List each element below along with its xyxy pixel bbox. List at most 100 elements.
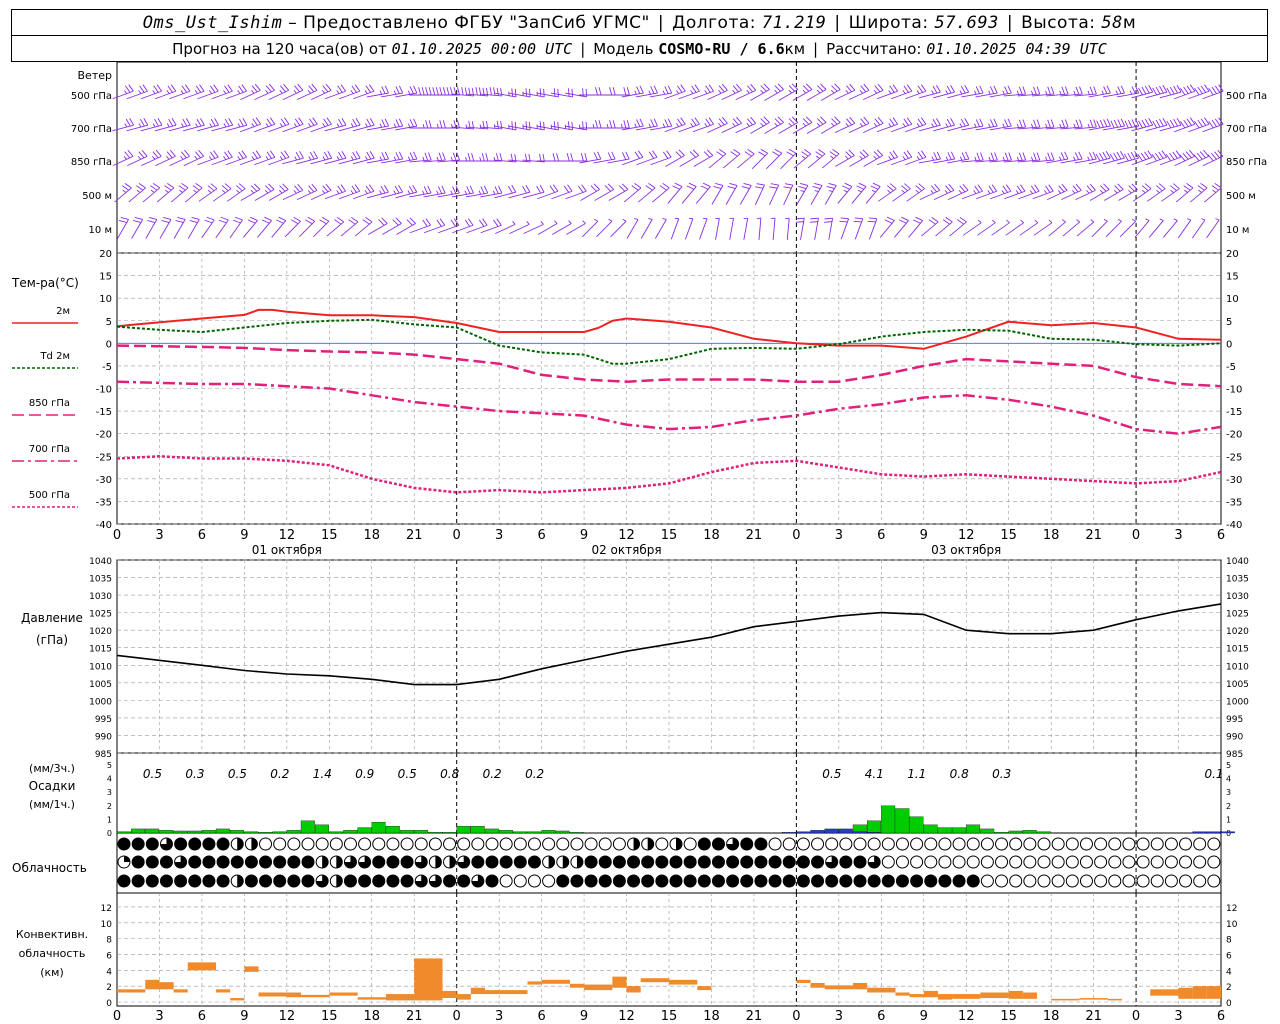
cloud-cover-icon — [556, 855, 570, 869]
wind-barb-feather — [209, 151, 216, 159]
wind-barb-feather — [394, 185, 400, 194]
wind-barb-feather — [511, 184, 517, 193]
wind-barb-feather — [1134, 150, 1139, 159]
temp-ytick-left: 15 — [99, 272, 112, 283]
cloud-cover-icon — [655, 874, 669, 888]
cloud-circle — [1136, 837, 1150, 851]
cloud-cover-icon — [174, 855, 188, 869]
wind-barb-feather — [1141, 86, 1147, 95]
wind-barb-feather — [977, 219, 982, 224]
cloud-fill-full — [132, 856, 145, 868]
wind-barb-feather — [988, 123, 991, 128]
wind-barb — [977, 222, 996, 236]
wind-barb-feather — [369, 117, 375, 126]
cloud-cover-icon — [910, 874, 924, 888]
pressure-line — [116, 603, 1222, 686]
wind-barb-feather — [482, 218, 488, 226]
wind-barb-feather — [932, 85, 938, 94]
wind-barb-feather — [442, 87, 446, 96]
wind-barb-feather — [976, 152, 981, 161]
wind-barb-feather — [1151, 154, 1158, 162]
wind-barb-feather — [618, 185, 626, 192]
conv-bar — [485, 990, 500, 995]
wind-barb-feather — [1124, 120, 1129, 129]
precip-total-label: 0.5 — [228, 767, 247, 781]
wind-barb — [552, 223, 572, 235]
cloud-cover-icon — [711, 837, 725, 851]
cloud-cover-icon — [938, 874, 952, 888]
wind-barb-feather — [691, 118, 697, 126]
cloud-cover-icon — [881, 855, 895, 869]
conv-bar — [145, 979, 160, 990]
cloud-cover-icon — [188, 837, 202, 851]
wind-barb-feather — [788, 122, 792, 127]
wind-barb-feather — [1105, 150, 1111, 159]
wind-barb-feather — [366, 151, 372, 160]
wind-barb-feather — [993, 85, 998, 94]
wind-barb-feather — [961, 152, 966, 160]
wind-barb-feather — [1072, 185, 1079, 193]
wind-barb-feather — [134, 216, 143, 220]
cloud-cover-icon — [372, 837, 386, 851]
cloud-cover-icon — [1023, 837, 1037, 851]
wind-barb-feather — [496, 87, 499, 96]
precip-bar — [951, 827, 966, 834]
wind-barb-feather — [269, 83, 275, 91]
wind-barb-feather — [666, 150, 672, 158]
wind-barb-feather — [152, 182, 160, 189]
wind-barb-feather — [1158, 151, 1164, 159]
cloud-circle — [527, 837, 541, 851]
wind-barb-feather — [746, 122, 750, 127]
conv-bar — [640, 978, 669, 983]
cloud-cover-icon — [542, 874, 556, 888]
wind-barb-feather — [705, 118, 711, 126]
wind-barb-feather — [436, 190, 439, 195]
x-tick-label-bottom: 18 — [1043, 1009, 1060, 1024]
wind-barb-feather — [522, 185, 527, 194]
wind-barb-feather — [1128, 189, 1132, 194]
wind-barb-feather — [659, 185, 667, 191]
wind-barb-feather — [721, 116, 728, 124]
wind-barb-feather — [466, 186, 471, 194]
cloud-cover-icon — [329, 855, 343, 869]
cloud-cover-icon — [343, 837, 357, 851]
wind-barb-feather — [774, 122, 778, 127]
cloud-circle — [867, 837, 881, 851]
wind-barb-feather — [845, 89, 849, 94]
cloud-cover-icon — [145, 874, 159, 888]
wind-barb-feather — [868, 217, 877, 220]
conv-bar — [1150, 989, 1179, 996]
cloud-cover-icon — [1193, 874, 1207, 888]
wind-barb-feather — [612, 87, 616, 96]
wind-barb-feather — [336, 156, 340, 161]
wind-barb-feather — [568, 220, 572, 224]
conv-bar — [357, 997, 386, 1000]
cloud-circle — [1193, 855, 1207, 869]
cloud-fill-full — [684, 856, 697, 868]
wind-barb-feather — [340, 84, 347, 92]
wind-barb-feather — [664, 119, 669, 127]
conv-bar — [923, 990, 938, 998]
cloud-fill-half — [633, 838, 640, 850]
wind-barb-feather — [915, 185, 923, 192]
cloud-circle — [428, 837, 442, 851]
wind-barb-feather — [598, 120, 602, 129]
wind-barb-feather — [771, 217, 776, 220]
wind-barb-feather — [626, 87, 630, 96]
cloud-cover-icon — [796, 855, 810, 869]
conv-bar — [626, 986, 641, 993]
cloud-fill-full — [486, 856, 498, 868]
pres-ytick-left: 1000 — [89, 697, 112, 707]
cloud-cover-icon — [1136, 837, 1150, 851]
wind-barb-feather — [1159, 85, 1164, 94]
cloud-circle — [556, 837, 570, 851]
wind-barb-feather — [208, 156, 213, 160]
cloud-cover-icon — [273, 855, 287, 869]
wind-barb-feather — [496, 120, 499, 129]
wind-barb-feather — [153, 85, 159, 93]
wind-barb-feather — [987, 190, 991, 194]
cloud-fill-three-quarter — [174, 856, 187, 868]
cloud-cover-icon — [952, 837, 966, 851]
wind-barb-feather — [1170, 185, 1177, 192]
wind-barb-feather — [719, 148, 727, 155]
